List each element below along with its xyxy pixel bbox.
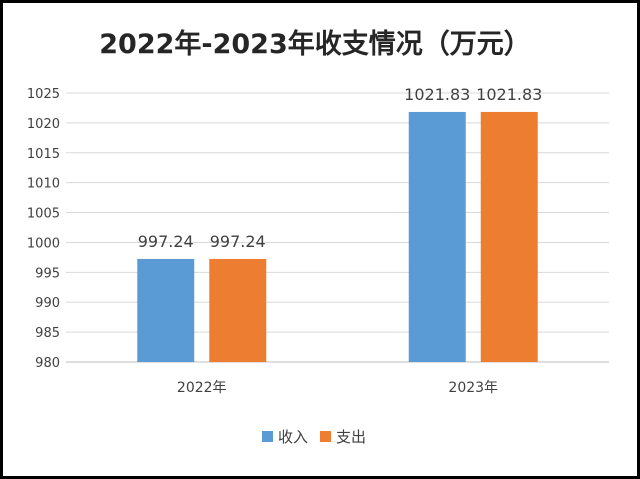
y-tick-label: 1020: [27, 117, 60, 132]
y-tick-label: 980: [35, 356, 60, 371]
y-tick-label: 1005: [27, 207, 60, 222]
data-label: 1021.83: [404, 85, 470, 104]
y-tick-label: 1015: [27, 147, 60, 162]
bars: [137, 111, 538, 362]
legend-label: 支出: [336, 428, 366, 446]
y-tick-label: 985: [35, 326, 60, 341]
legend: 收入 支出: [262, 428, 366, 446]
legend-label: 收入: [278, 428, 308, 446]
chart-frame: 2022年-2023年收支情况（万元） 980 985 990 995 1000 1005…: [3, 3, 637, 476]
bar: [209, 258, 267, 362]
data-label: 997.24: [138, 232, 194, 251]
y-tick-label: 990: [35, 296, 60, 311]
x-tick-label: 2023年: [448, 380, 498, 396]
x-axis-ticks: 2022年 2023年: [177, 380, 498, 396]
bar-chart: 2022年-2023年收支情况（万元） 980 985 990 995 1000 1005…: [27, 28, 609, 446]
y-tick-label: 995: [35, 266, 60, 281]
bar: [408, 111, 466, 362]
y-axis-ticks: 980 985 990 995 1000 1005 1010 1015 1020 1025: [27, 87, 60, 371]
legend-swatch: [320, 431, 331, 442]
data-label: 997.24: [210, 232, 266, 251]
data-label: 1021.83: [476, 85, 542, 104]
bar: [480, 111, 538, 362]
legend-swatch: [262, 431, 273, 442]
y-tick-label: 1010: [27, 177, 60, 192]
y-tick-label: 1025: [27, 87, 60, 102]
x-tick-label: 2022年: [177, 380, 227, 396]
y-tick-label: 1000: [27, 236, 60, 251]
chart-title: 2022年-2023年收支情况（万元）: [99, 28, 531, 60]
data-labels: 997.24 997.24 1021.83 1021.83: [138, 85, 543, 251]
bar: [137, 258, 195, 362]
